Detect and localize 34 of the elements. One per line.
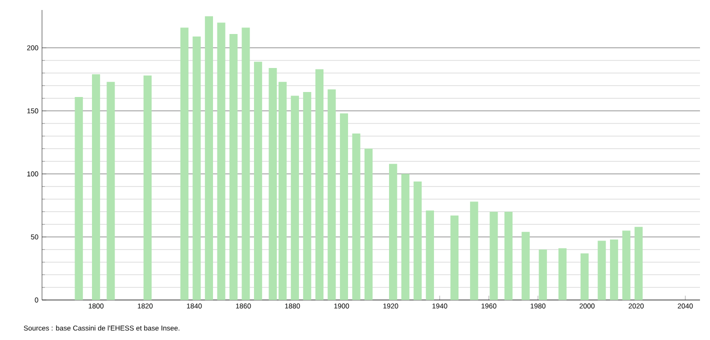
bar <box>364 148 373 300</box>
bar <box>204 16 214 300</box>
bar <box>622 230 630 300</box>
bar <box>538 250 547 300</box>
bar <box>74 96 83 300</box>
bar <box>328 89 336 300</box>
bar <box>401 174 410 300</box>
bar <box>450 216 459 300</box>
bar <box>340 113 348 300</box>
bar <box>254 62 262 300</box>
bar <box>192 36 201 300</box>
bar <box>217 22 226 300</box>
bar <box>598 240 606 300</box>
bar <box>414 181 422 300</box>
bar <box>144 76 152 300</box>
bar <box>634 226 643 300</box>
bar <box>229 34 238 300</box>
bar <box>490 212 498 300</box>
bar <box>242 28 250 300</box>
bar <box>389 164 398 300</box>
bar <box>426 210 434 300</box>
bar <box>522 232 530 300</box>
bar <box>290 96 299 300</box>
bar <box>470 202 478 300</box>
bar <box>180 28 188 300</box>
bar <box>106 82 115 300</box>
bar <box>610 239 618 300</box>
bar <box>558 248 567 300</box>
bar <box>92 74 100 300</box>
bar <box>580 253 589 300</box>
bar <box>352 134 360 300</box>
bar <box>315 69 324 300</box>
bar <box>303 92 312 300</box>
bar <box>504 212 513 300</box>
